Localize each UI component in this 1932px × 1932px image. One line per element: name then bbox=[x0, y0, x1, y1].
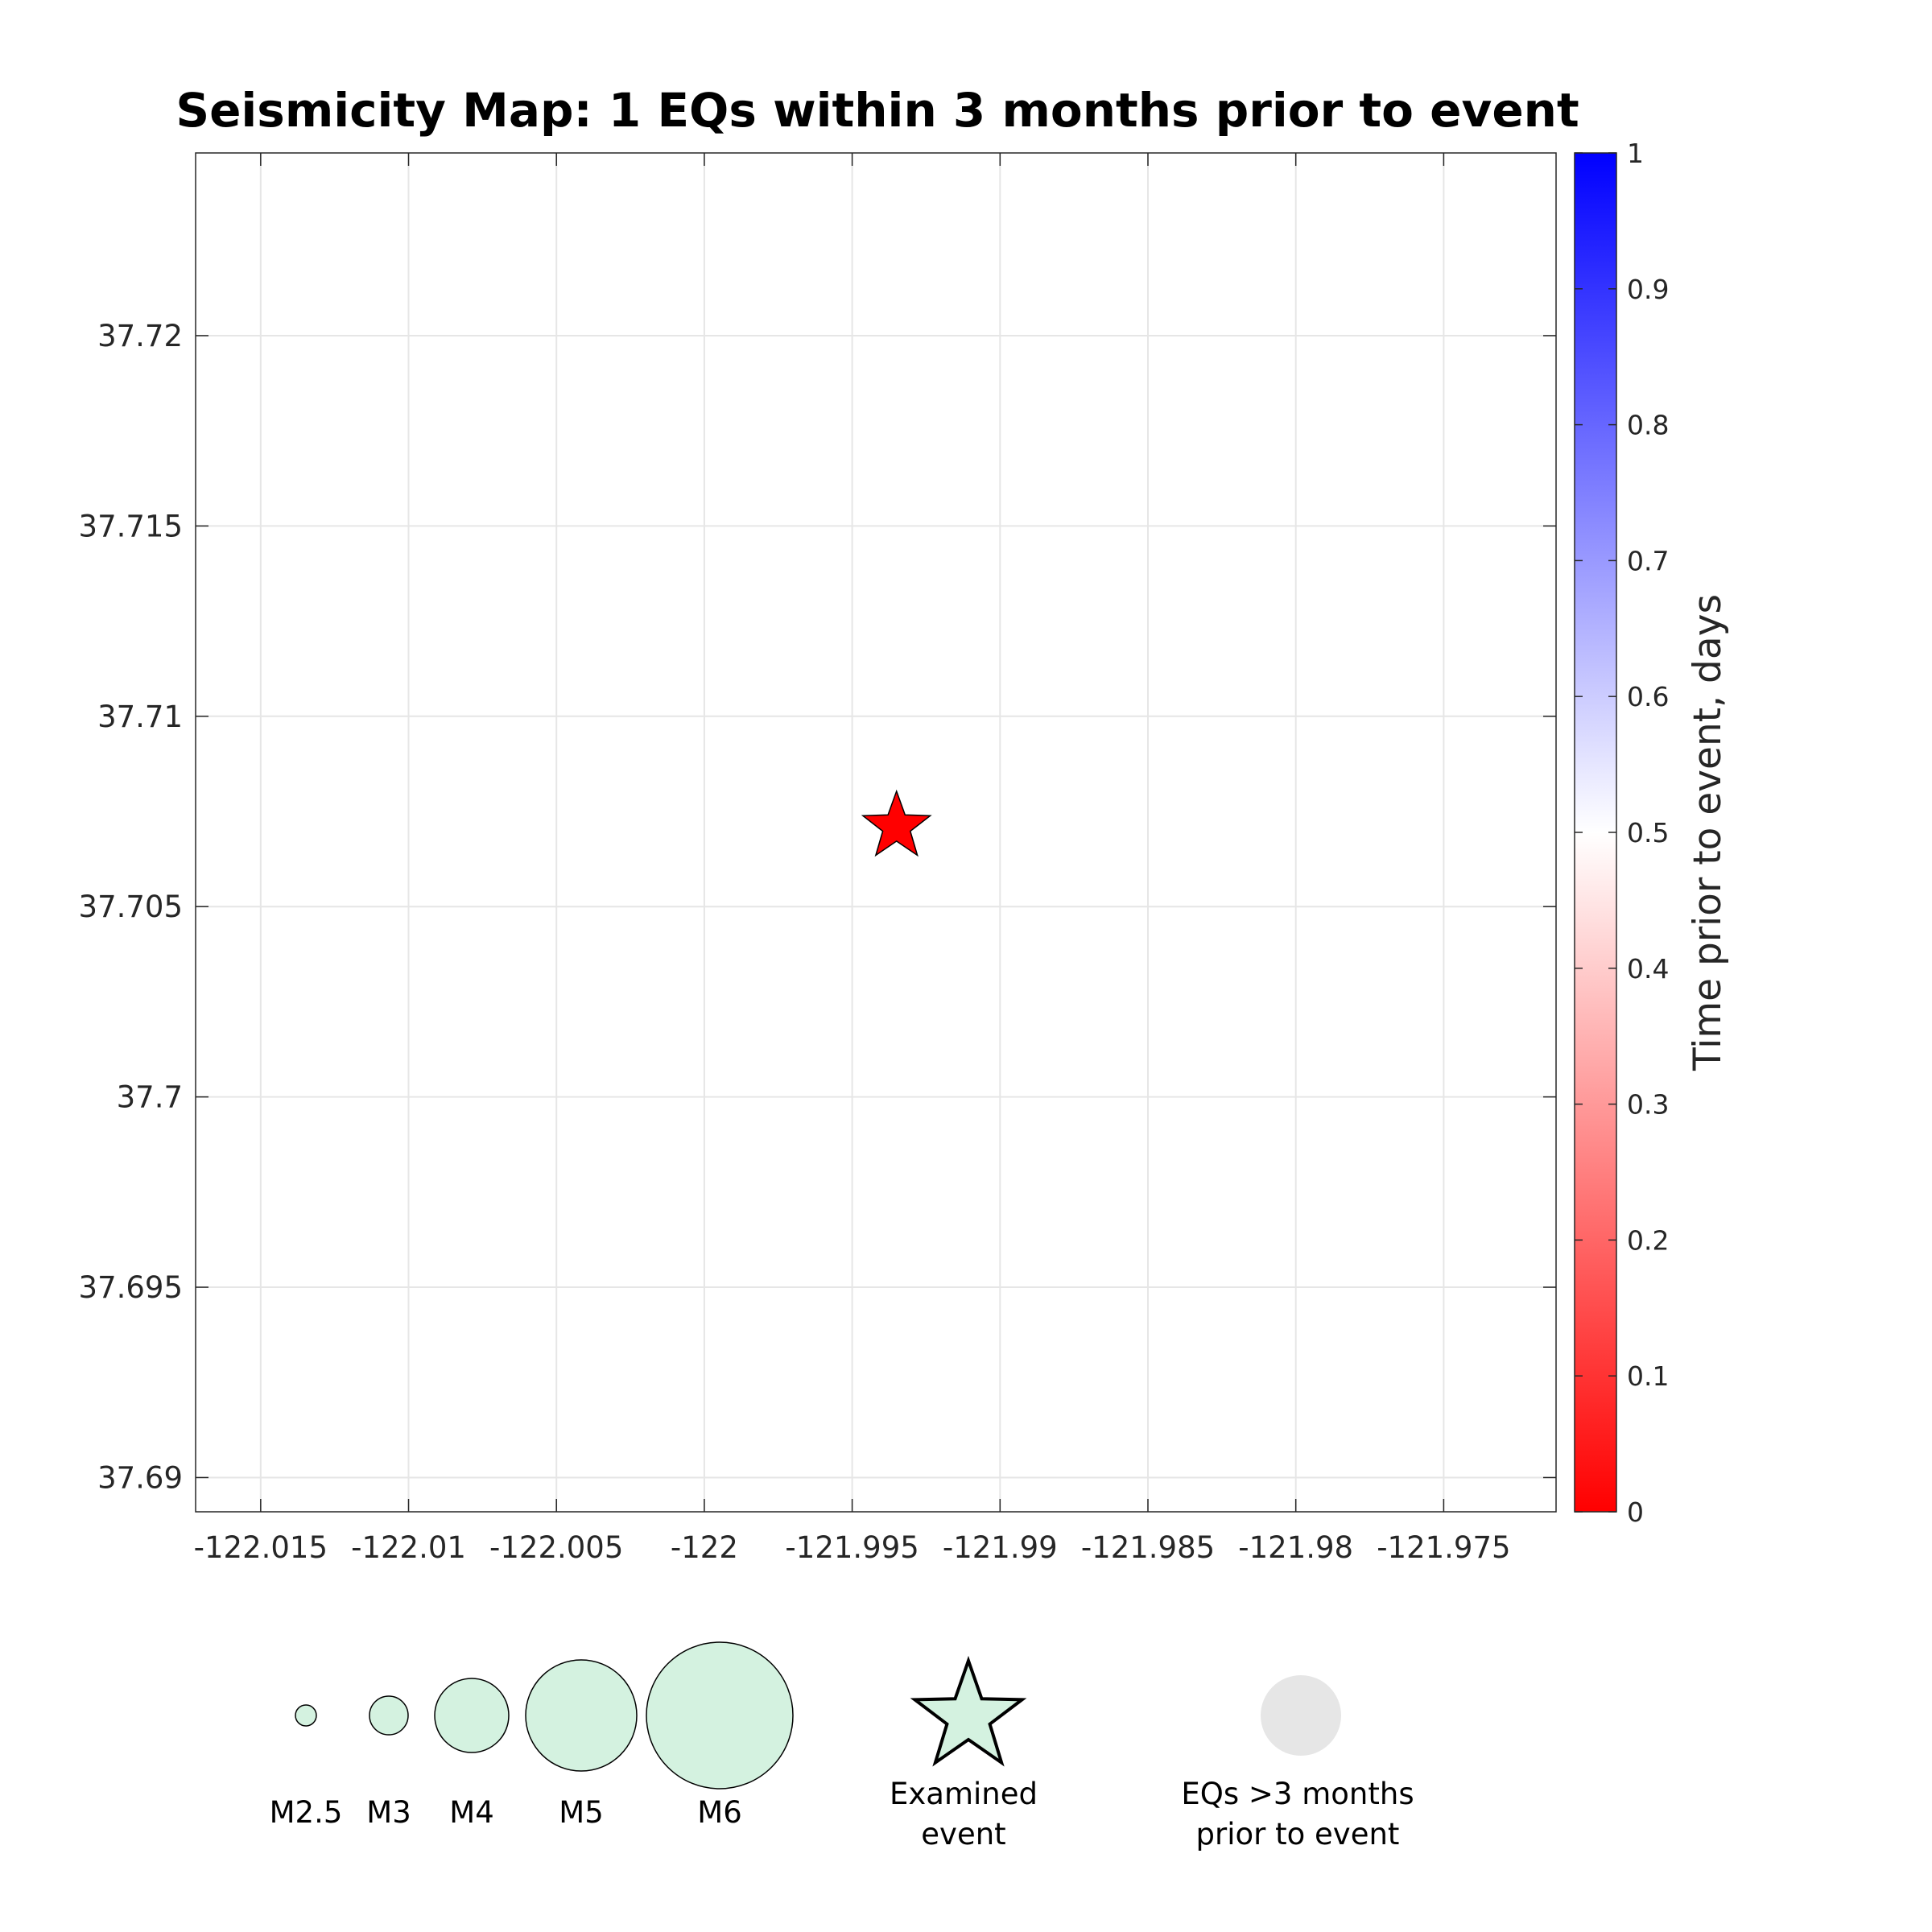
legend-magnitude-label: M5 bbox=[559, 1795, 603, 1830]
legend-examined-event-star bbox=[910, 1655, 1027, 1767]
x-tick-label: -121.995 bbox=[785, 1530, 919, 1565]
colorbar-tick-label: 0.2 bbox=[1627, 1224, 1669, 1256]
x-tick-label: -122 bbox=[671, 1530, 738, 1565]
colorbar-tick-label: 0.7 bbox=[1627, 545, 1669, 576]
x-tick-label: -121.985 bbox=[1081, 1530, 1215, 1565]
x-tick-label: -122.01 bbox=[351, 1530, 466, 1565]
data-points bbox=[861, 789, 932, 857]
legend-older-eqs-label: prior to event bbox=[1196, 1817, 1400, 1852]
x-tick-label: -122.005 bbox=[489, 1530, 623, 1565]
x-tick-label: -121.975 bbox=[1377, 1530, 1510, 1565]
legend-magnitude-circle bbox=[434, 1678, 510, 1753]
colorbar-tick-label: 0.5 bbox=[1627, 817, 1669, 848]
legend-magnitude-circle bbox=[369, 1695, 409, 1736]
x-tick-label: -122.015 bbox=[194, 1530, 328, 1565]
y-tick-label: 37.695 bbox=[79, 1270, 183, 1305]
y-tick-label: 37.71 bbox=[97, 700, 183, 734]
axis-ticks: -122.015 -122.01 -122.005 -122 -121.995 -121.… bbox=[79, 153, 1556, 1565]
colorbar-ticks: 0 0.1 0.2 0.3 0.4 0.5 0.6 0.7 0.8 0.9 1 bbox=[1575, 138, 1669, 1528]
colorbar-tick-label: 0.9 bbox=[1627, 274, 1669, 305]
legend-magnitude-circle bbox=[295, 1704, 317, 1727]
y-tick-label: 37.7 bbox=[117, 1080, 183, 1115]
event-star-marker bbox=[861, 789, 932, 857]
colorbar-tick-label: 0.6 bbox=[1627, 681, 1669, 712]
legend: M2.5 M3 M4 M5 M6 Examined event EQs >3 months pr… bbox=[270, 1641, 1414, 1852]
colorbar: 0 0.1 0.2 0.3 0.4 0.5 0.6 0.7 0.8 0.9 1 Time prior… bbox=[1574, 138, 1730, 1528]
colorbar-tick-label: 0 bbox=[1627, 1496, 1644, 1528]
colorbar-tick-label: 0.4 bbox=[1627, 953, 1669, 985]
y-tick-label: 37.72 bbox=[97, 319, 183, 353]
y-tick-label: 37.715 bbox=[79, 509, 183, 543]
chart-title: Seismicity Map: 1 EQs within 3 months pr… bbox=[175, 83, 1579, 138]
plot-area: -122.015 -122.01 -122.005 -122 -121.995 -121.… bbox=[79, 152, 1557, 1565]
legend-older-eqs-label: EQs >3 months bbox=[1181, 1777, 1414, 1811]
axes-box bbox=[195, 152, 1557, 1513]
legend-examined-event-label: Examined bbox=[890, 1777, 1038, 1811]
colorbar-tick-label: 0.1 bbox=[1627, 1360, 1669, 1392]
legend-magnitude-circle bbox=[646, 1641, 794, 1790]
y-tick-label: 37.69 bbox=[97, 1460, 183, 1495]
x-tick-label: -121.99 bbox=[943, 1530, 1058, 1565]
colorbar-tick-label: 1 bbox=[1627, 138, 1644, 169]
legend-magnitude-label: M2.5 bbox=[270, 1795, 343, 1830]
legend-magnitude-label: M3 bbox=[366, 1795, 411, 1830]
colorbar-tick-label: 0.3 bbox=[1627, 1089, 1669, 1121]
x-tick-label: -121.98 bbox=[1238, 1530, 1353, 1565]
colorbar-label: Time prior to event, days bbox=[1686, 594, 1730, 1071]
legend-magnitude-label: M4 bbox=[449, 1795, 493, 1830]
legend-examined-event-label: event bbox=[921, 1817, 1005, 1852]
legend-older-eqs-circle bbox=[1261, 1675, 1341, 1756]
y-tick-label: 37.705 bbox=[79, 890, 183, 924]
legend-magnitude-label: M6 bbox=[697, 1795, 741, 1830]
colorbar-tick-label: 0.8 bbox=[1627, 410, 1669, 441]
legend-magnitude-circle bbox=[525, 1659, 638, 1772]
grid-lines bbox=[196, 153, 1556, 1512]
